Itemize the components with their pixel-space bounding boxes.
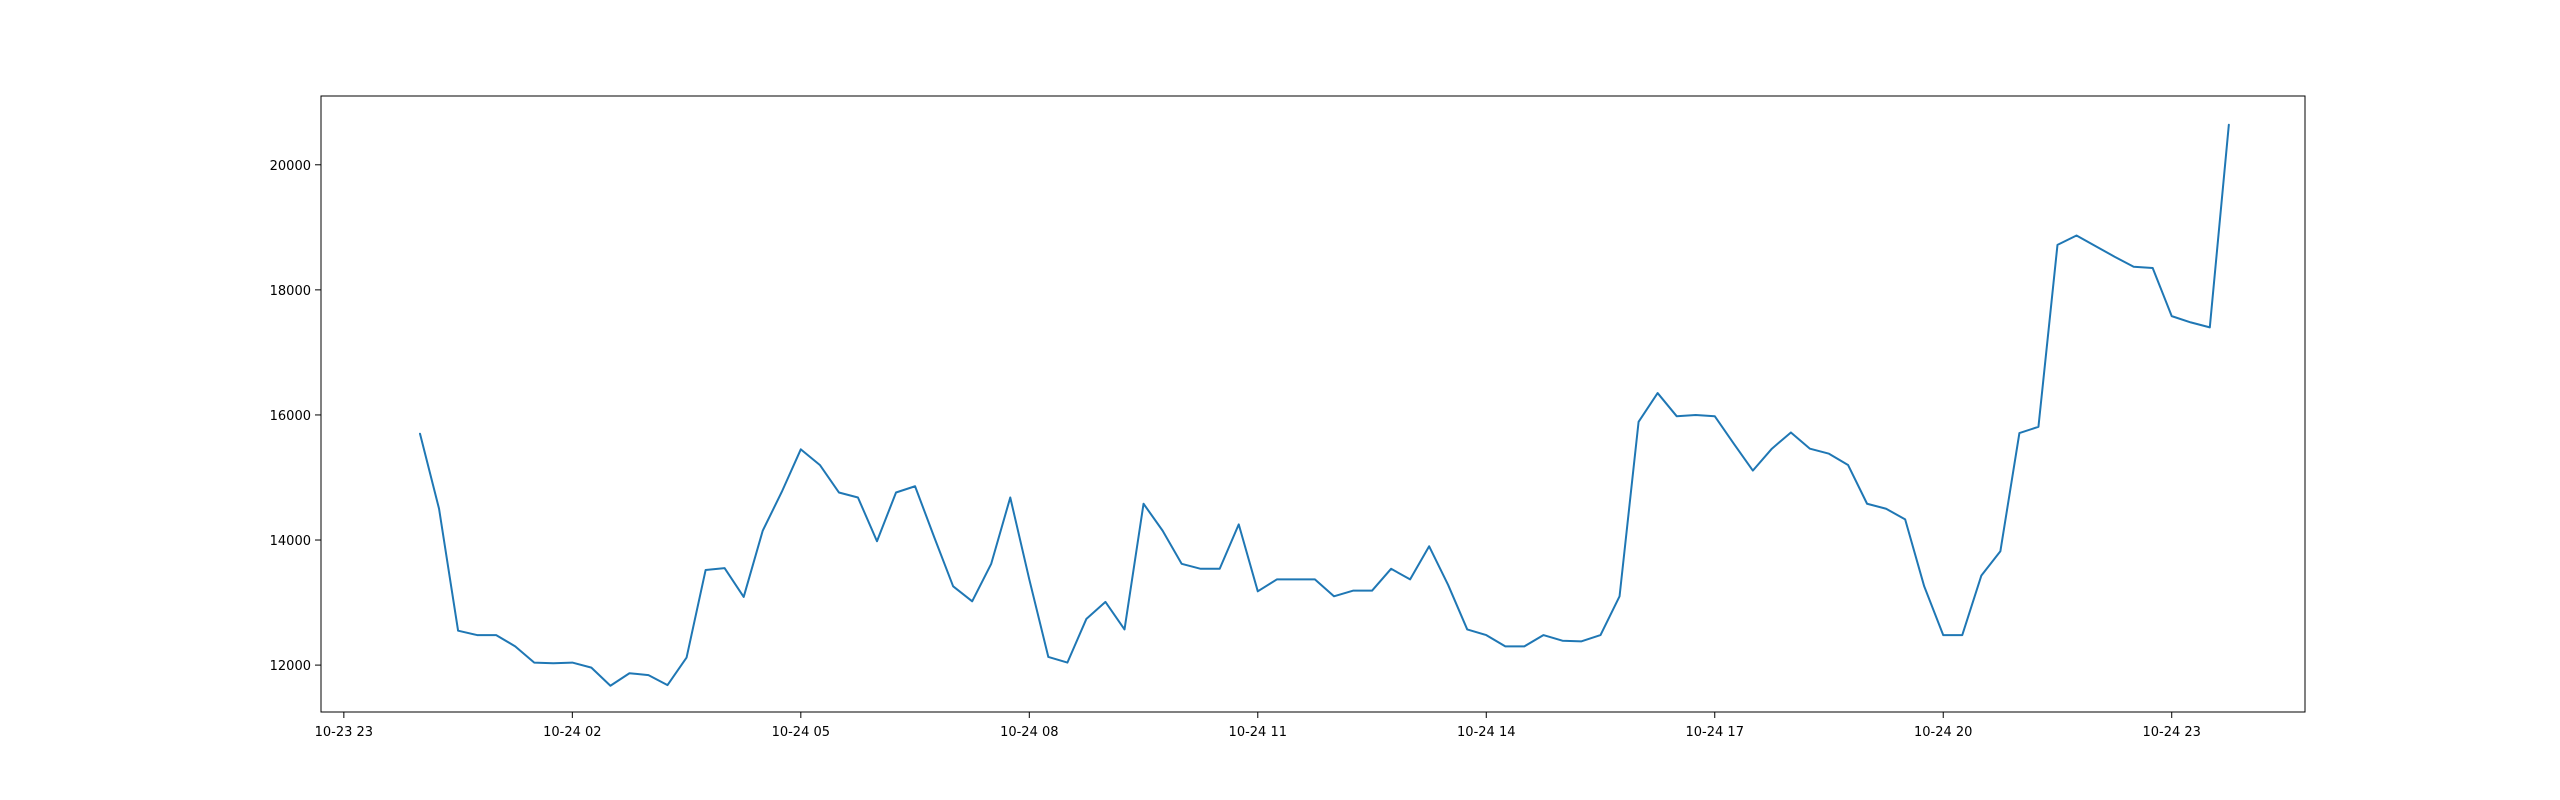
y-axis: 12000 14000 16000 18000 20000: [270, 159, 321, 674]
x-tick-label: 10-24 23: [2142, 725, 2200, 740]
x-tick-label: 10-24 05: [772, 725, 830, 740]
y-tick-label: 18000: [270, 284, 311, 299]
x-tick-label: 10-23 23: [315, 725, 373, 740]
x-axis: 10-23 23 10-24 02 10-24 05 10-24 08 10-24 11…: [315, 712, 2201, 740]
x-tick-label: 10-24 11: [1229, 725, 1287, 740]
plot-layer: [419, 123, 2230, 687]
series-line: [419, 123, 2230, 687]
x-tick-label: 10-24 20: [1914, 725, 1972, 740]
x-tick-label: 10-24 14: [1457, 725, 1515, 740]
y-tick-label: 12000: [270, 659, 311, 674]
x-tick-label: 10-24 02: [543, 725, 601, 740]
y-tick-label: 16000: [270, 409, 311, 424]
x-tick-label: 10-24 17: [1686, 725, 1744, 740]
y-tick-label: 14000: [270, 534, 311, 549]
x-tick-label: 10-24 08: [1000, 725, 1058, 740]
axes-frame: [320, 95, 2306, 713]
y-tick-label: 20000: [270, 159, 311, 174]
